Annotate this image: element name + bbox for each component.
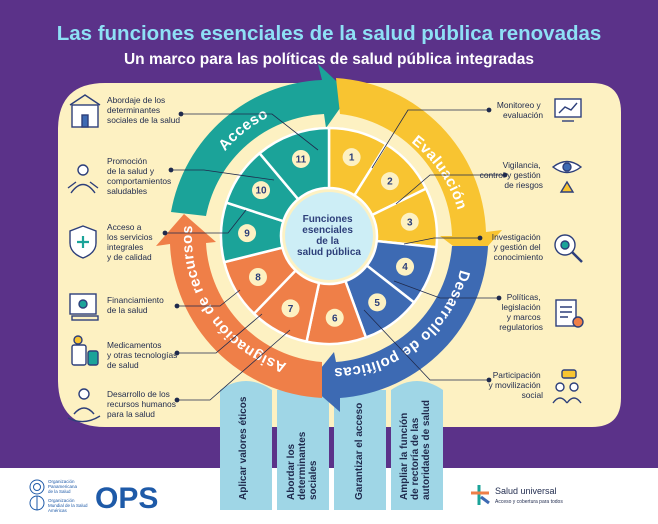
magnifier-gears-icon [554,234,583,263]
arc-desarrollo [308,246,488,412]
center-circle [285,192,373,280]
pillar-abordar-determinantes: Abordar los determinantes sociales [277,390,329,510]
org-name-who: Organización Mundial de la Salud América… [48,498,89,513]
un-globe-logo [29,479,45,511]
segment-number-badge [281,299,300,318]
pillar-garantizar-acceso: Garantizar el acceso [334,390,386,510]
segment-number: 6 [332,313,338,324]
segment-number: 1 [349,153,355,164]
monitor-chart-icon [554,98,582,122]
page-title: Las funciones esenciales de la salud púb… [57,22,602,45]
segment-number-badge [252,181,271,200]
label-participacion: Participación y movilización social [489,370,544,400]
pillar-label-3: Garantizar el acceso [354,403,365,500]
org-name-paho: Organización Panamericana de la Salud [48,479,78,494]
shield-medical-icon [69,225,97,259]
segment-number: 3 [407,217,413,228]
salud-universal-logo [471,485,490,505]
hand-person-icon [67,388,101,423]
segment-number: 5 [374,298,380,309]
segment-number: 11 [296,154,307,165]
segment-number: 9 [244,229,250,240]
segment-number-badge [248,268,267,286]
segment-number: 4 [402,262,408,273]
label-acceso-servicios: Acceso a los servicios integrales y de c… [107,222,155,262]
segment-number: 10 [255,186,267,197]
money-icon [69,293,99,321]
meditation-icon [67,164,99,194]
footer: Organización Panamericana de la Salud Or… [29,479,563,515]
eye-alert-icon [551,160,583,193]
segment-number-badge [368,293,387,312]
segment-number: 2 [387,177,393,188]
label-recursos-humanos: Desarrollo de los recursos humanos para … [107,389,178,419]
label-monitoreo: Monitoreo y evaluación [497,100,543,120]
document-law-icon [555,299,584,328]
segment-number-badge [380,172,399,191]
pillar-aplicar-valores: Aplicar valores éticos [220,381,272,510]
label-determinantes-sociales: Abordaje de los determinantes sociales d… [107,95,180,125]
label-politicas: Políticas, legislación y marcos regulato… [499,292,543,332]
center-label: Funciones esenciales de la salud pública [297,214,361,258]
segment-number: 7 [288,304,294,315]
building-icon [69,94,101,128]
label-financiamiento: Financiamiento de la salud [107,295,166,315]
pillar-label-2: Abordar los determinantes sociales [286,429,319,500]
pillar-label-1: Aplicar valores éticos [238,396,249,500]
segment-number-badge [325,308,344,327]
segment-number-badge [342,148,361,167]
inner-wheel: 1 2 3 4 5 6 7 8 9 10 11 [219,126,439,346]
salud-universal-brand: Salud universal [495,486,557,496]
arc-evaluacion [336,78,502,262]
segment-number-badge [238,224,257,243]
people-chat-icon [552,369,582,404]
label-medicamentos: Medicamentos y otras tecnologías de salu… [107,340,180,370]
segment-number: 8 [255,273,261,284]
segment-number-badge [400,212,419,231]
label-promocion-salud: Promoción de la salud y comportamientos … [107,156,174,196]
segment-number-badge [396,257,415,276]
label-vigilancia: Vigilancia, control y gestión de riesgos [480,160,543,190]
medicine-icon [71,335,99,366]
pillar-ampliar-rectoria: Ampliar la función de rectoría de las au… [391,381,443,510]
salud-universal-tagline: Acceso y cobertura para todos [495,499,563,505]
arc-asignacion [156,214,322,398]
page-subtitle: Un marco para las políticas de salud púb… [124,51,534,68]
pillar-label-4: Ampliar la función de rectoría de las au… [399,400,432,500]
ops-logo-text: OPS [95,482,158,515]
leader-lines [162,107,508,403]
arc-acceso [171,64,350,216]
segment-number-badge [291,149,310,168]
label-investigacion: Investigación y gestión del conocimiento [492,232,544,262]
